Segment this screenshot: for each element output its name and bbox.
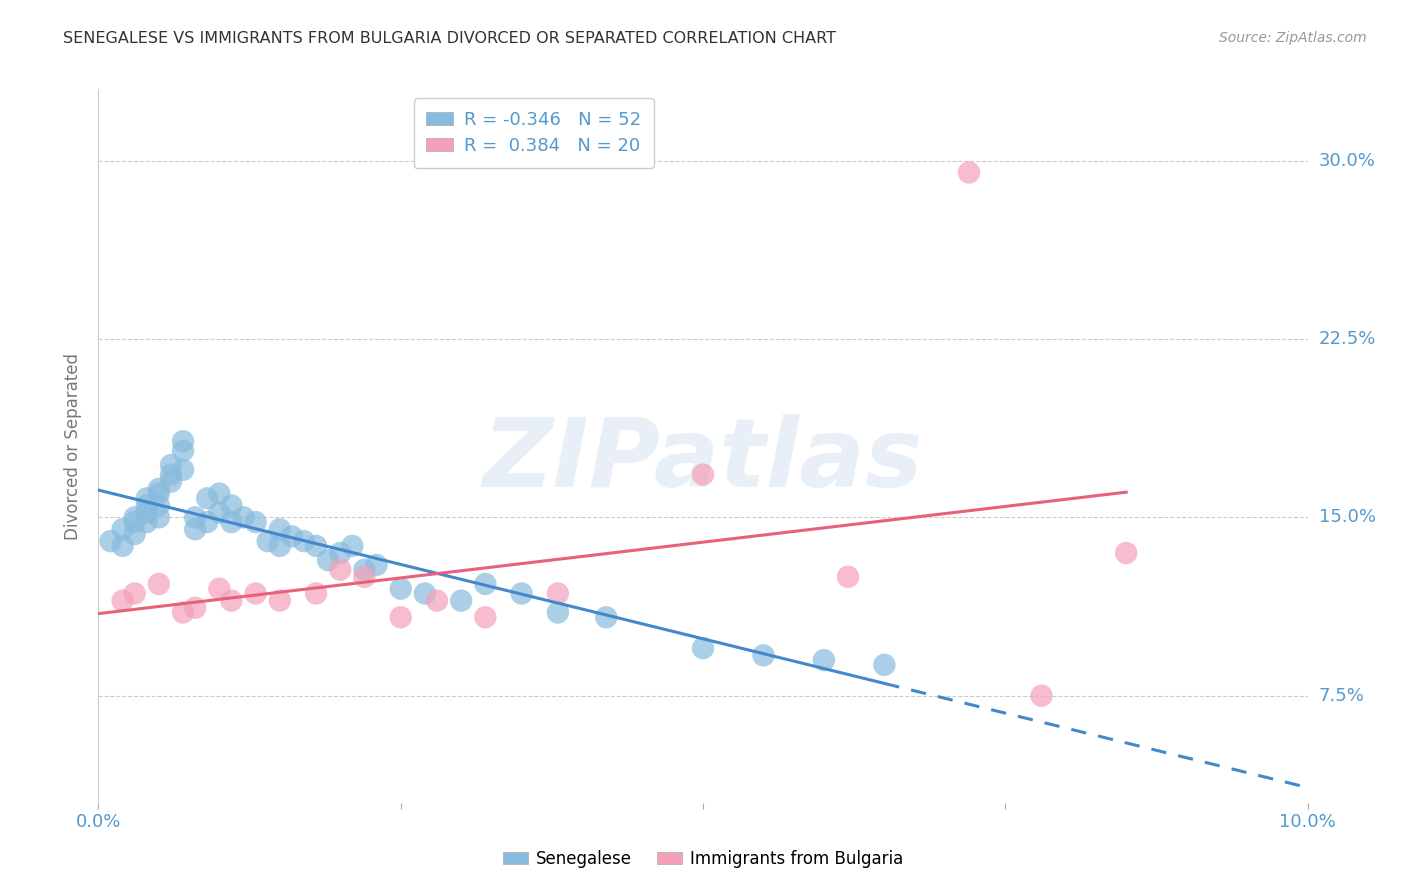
Point	[148, 482, 170, 496]
Point	[281, 529, 304, 543]
Point	[595, 610, 617, 624]
Point	[195, 491, 218, 506]
Point	[135, 515, 157, 529]
Point	[873, 657, 896, 672]
Point	[195, 515, 218, 529]
Point	[172, 434, 194, 449]
Point	[160, 458, 183, 472]
Point	[389, 610, 412, 624]
Point	[752, 648, 775, 663]
Y-axis label: Divorced or Separated: Divorced or Separated	[65, 352, 83, 540]
Point	[353, 563, 375, 577]
Point	[474, 577, 496, 591]
Text: 22.5%: 22.5%	[1319, 330, 1376, 348]
Point	[426, 593, 449, 607]
Point	[232, 510, 254, 524]
Legend: Senegalese, Immigrants from Bulgaria: Senegalese, Immigrants from Bulgaria	[496, 844, 910, 875]
Point	[305, 586, 328, 600]
Text: Source: ZipAtlas.com: Source: ZipAtlas.com	[1219, 31, 1367, 45]
Point	[510, 586, 533, 600]
Text: SENEGALESE VS IMMIGRANTS FROM BULGARIA DIVORCED OR SEPARATED CORRELATION CHART: SENEGALESE VS IMMIGRANTS FROM BULGARIA D…	[63, 31, 837, 46]
Point	[1115, 546, 1137, 560]
Point	[316, 553, 339, 567]
Text: 7.5%: 7.5%	[1319, 687, 1365, 705]
Point	[547, 606, 569, 620]
Point	[450, 593, 472, 607]
Point	[184, 522, 207, 536]
Point	[305, 539, 328, 553]
Point	[221, 499, 243, 513]
Point	[148, 486, 170, 500]
Point	[692, 641, 714, 656]
Point	[353, 570, 375, 584]
Point	[160, 475, 183, 489]
Point	[184, 510, 207, 524]
Point	[172, 463, 194, 477]
Point	[160, 467, 183, 482]
Point	[172, 606, 194, 620]
Point	[124, 586, 146, 600]
Point	[184, 600, 207, 615]
Point	[221, 515, 243, 529]
Point	[1031, 689, 1053, 703]
Point	[813, 653, 835, 667]
Point	[124, 515, 146, 529]
Point	[245, 586, 267, 600]
Point	[135, 506, 157, 520]
Point	[474, 610, 496, 624]
Point	[221, 593, 243, 607]
Point	[111, 539, 134, 553]
Point	[124, 510, 146, 524]
Point	[148, 510, 170, 524]
Text: 30.0%: 30.0%	[1319, 152, 1375, 169]
Point	[172, 443, 194, 458]
Point	[100, 534, 122, 549]
Point	[547, 586, 569, 600]
Point	[413, 586, 436, 600]
Point	[389, 582, 412, 596]
Text: ZIPatlas: ZIPatlas	[482, 414, 924, 507]
Point	[269, 593, 291, 607]
Point	[292, 534, 315, 549]
Point	[135, 499, 157, 513]
Point	[135, 491, 157, 506]
Point	[208, 486, 231, 500]
Point	[269, 539, 291, 553]
Point	[245, 515, 267, 529]
Point	[366, 558, 388, 572]
Point	[256, 534, 278, 549]
Point	[692, 467, 714, 482]
Point	[148, 577, 170, 591]
Point	[208, 582, 231, 596]
Point	[148, 499, 170, 513]
Point	[111, 522, 134, 536]
Point	[329, 563, 352, 577]
Point	[208, 506, 231, 520]
Point	[124, 527, 146, 541]
Text: 15.0%: 15.0%	[1319, 508, 1375, 526]
Point	[342, 539, 364, 553]
Point	[329, 546, 352, 560]
Legend: R = -0.346   N = 52, R =  0.384   N = 20: R = -0.346 N = 52, R = 0.384 N = 20	[413, 98, 654, 168]
Point	[837, 570, 859, 584]
Point	[957, 165, 980, 179]
Point	[269, 522, 291, 536]
Point	[111, 593, 134, 607]
